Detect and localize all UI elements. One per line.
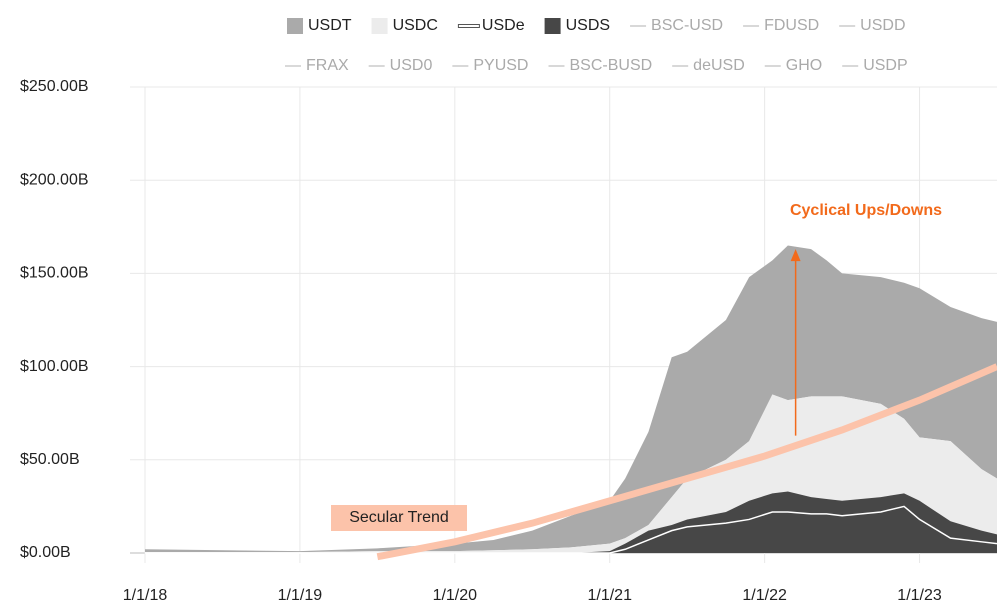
x-tick-label: 1/1/21 xyxy=(587,587,632,604)
legend-swatch xyxy=(371,18,388,34)
x-tick-label: 1/1/20 xyxy=(433,587,478,604)
trend-line xyxy=(376,363,997,561)
legend-label: GHO xyxy=(786,57,822,74)
legend-label: deUSD xyxy=(693,57,745,74)
x-tick-label: 1/1/18 xyxy=(123,587,168,604)
y-tick-label: $150.00B xyxy=(20,265,89,282)
legend-swatch xyxy=(287,18,303,34)
area xyxy=(145,245,997,553)
legend-label: BSC-USD xyxy=(651,17,723,34)
legend-label: PYUSD xyxy=(473,57,528,74)
legend-label: BSC-BUSD xyxy=(569,57,652,74)
legend-label: USDT xyxy=(308,17,352,34)
area xyxy=(145,394,997,553)
y-tick-label: $200.00B xyxy=(20,171,89,188)
legend-label: USDe xyxy=(482,17,525,34)
y-tick-label: $250.00B xyxy=(20,78,89,95)
legend-label: USDD xyxy=(860,17,905,34)
trend-label: Secular Trend xyxy=(349,509,449,526)
x-tick-label: 1/1/22 xyxy=(742,587,787,604)
legend-label: FDUSD xyxy=(764,17,819,34)
y-tick-label: $0.00B xyxy=(20,544,71,561)
legend-label: USDC xyxy=(393,17,438,34)
y-tick-label: $100.00B xyxy=(20,358,89,375)
legend-label: USDP xyxy=(863,57,907,74)
y-tick-label: $50.00B xyxy=(20,451,80,468)
legend-label: FRAX xyxy=(306,57,349,74)
arrow-head xyxy=(790,249,801,262)
area xyxy=(145,491,997,553)
legend-label: USD0 xyxy=(390,57,433,74)
x-tick-label: 1/1/23 xyxy=(897,587,942,604)
legend-label: USDS xyxy=(566,17,610,34)
legend-swatch xyxy=(544,18,561,34)
trend-label-box xyxy=(331,505,467,531)
arrow-label: Cyclical Ups/Downs xyxy=(790,202,942,219)
line xyxy=(145,505,997,554)
x-tick-label: 1/1/19 xyxy=(278,587,323,604)
